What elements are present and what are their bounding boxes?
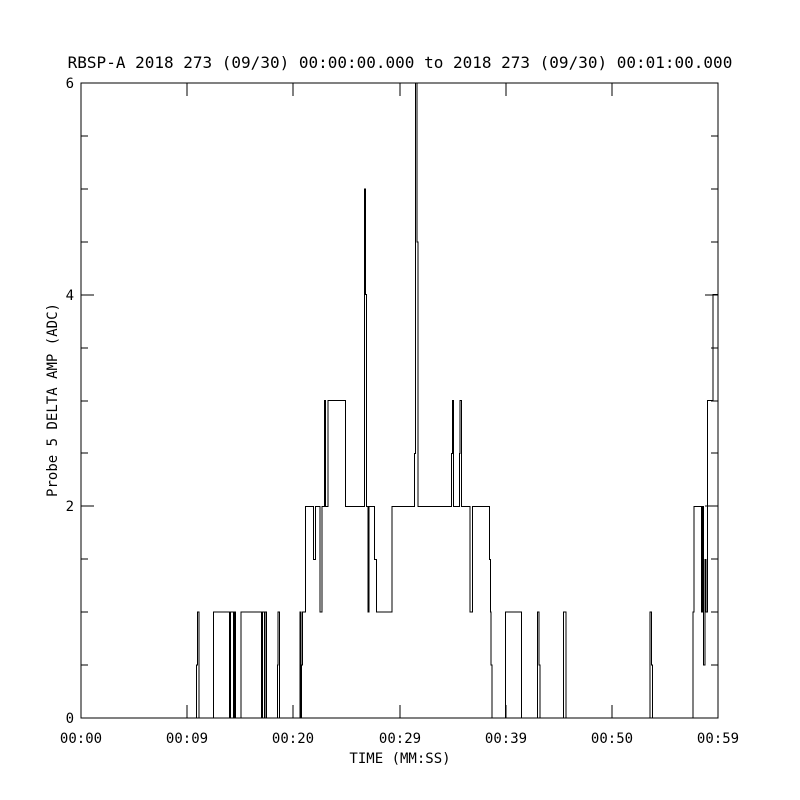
x-tick-label: 00:50 [591, 731, 633, 747]
x-tick-label: 00:29 [379, 731, 421, 747]
x-tick-label: 00:59 [697, 731, 739, 747]
y-tick-label: 6 [66, 76, 74, 92]
x-tick-label: 00:09 [166, 731, 208, 747]
y-tick-label: 0 [66, 711, 74, 727]
y-tick-label: 2 [66, 499, 74, 515]
x-axis-label: TIME (MM:SS) [349, 751, 451, 767]
x-tick-label: 00:00 [60, 731, 102, 747]
x-tick-label: 00:20 [272, 731, 314, 747]
x-tick-label: 00:39 [485, 731, 527, 747]
y-tick-label: 4 [66, 288, 74, 304]
data-series-line [81, 82, 718, 719]
chart-title: RBSP-A 2018 273 (09/30) 00:00:00.000 to … [67, 53, 733, 72]
plot-border [80, 82, 719, 719]
